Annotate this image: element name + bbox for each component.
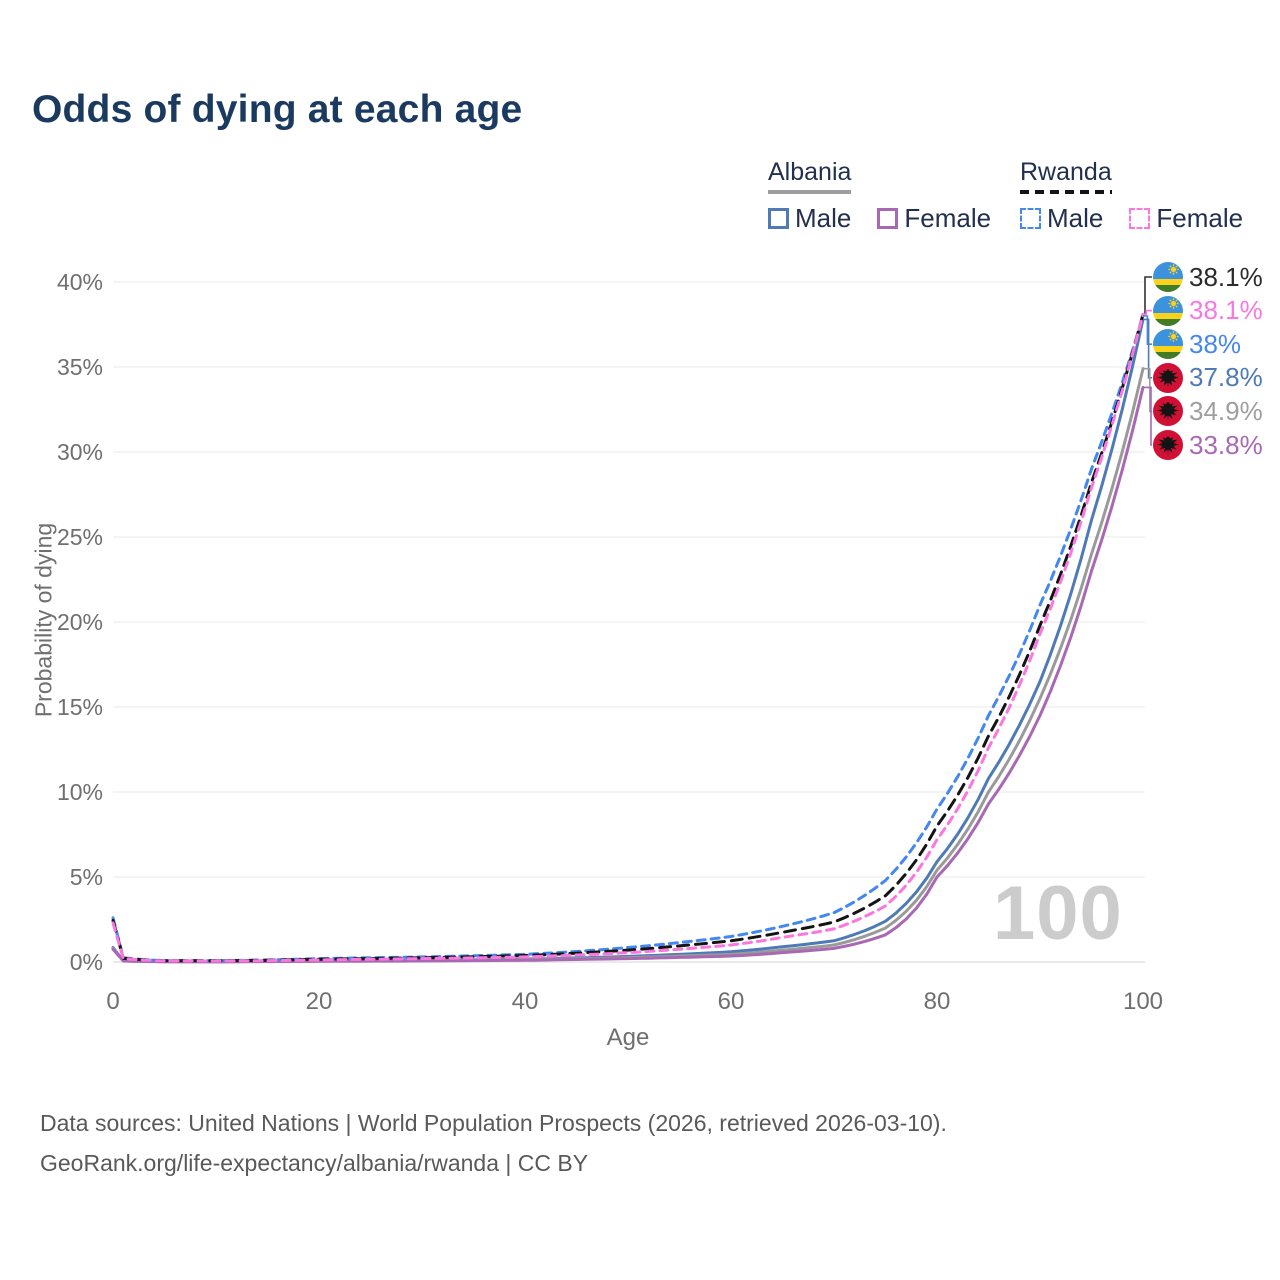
legend-item-albania-female[interactable]: Female [877,203,991,234]
legend-item-label: Male [1047,203,1104,233]
end-label: 38.1% [1153,295,1263,327]
y-tick-label: 10% [56,779,103,805]
end-label-value: 38.1% [1189,261,1263,292]
x-tick-label: 20 [305,988,333,1015]
age-watermark: 100 [993,871,1123,956]
legend-swatch [768,208,789,229]
x-axis-title: Age [606,1024,650,1051]
series-line-albania-female [111,385,1145,964]
footer-sources: Data sources: United Nations | World Pop… [40,1110,947,1136]
series-line-rwanda-male [111,314,1145,963]
legend-item-label: Female [1156,203,1244,233]
legend-country-label: Albania [768,158,852,194]
end-label-value: 38.1% [1189,295,1263,326]
rwanda-flag-icon [1153,262,1183,292]
footer: Data sources: United Nations | World Pop… [40,1104,947,1183]
series-line-albania-male [111,317,1145,964]
y-tick-label: 5% [69,864,103,890]
y-tick-label: 20% [56,609,103,635]
legend-line-style-sample [768,190,852,194]
end-label: 34.9% [1153,395,1263,427]
y-tick-label: 25% [56,524,103,550]
legend-swatch [877,208,899,229]
legend-item-label: Male [795,203,852,233]
albania-flag-icon [1153,362,1183,393]
legend-item-albania-male[interactable]: Male [768,203,851,234]
series-line-rwanda-female [111,312,1145,963]
rwanda-flag-icon [1153,329,1183,360]
rwanda-flag-icon [1153,295,1183,326]
legend-item-label: Female [904,203,992,233]
end-label-connector [1143,386,1152,446]
albania-flag-icon [1153,396,1183,427]
legend-group-albania: Albania Male Female [768,158,991,234]
y-tick-label: 40% [56,269,103,295]
footer-link: GeoRank.org/life-expectancy/albania/rwan… [40,1149,589,1176]
series-line-rwanda-both-sexes- [111,312,1145,963]
end-label-value: 34.9% [1189,395,1263,426]
page-title: Odds of dying at each age [32,88,523,131]
y-tick-label: 0% [69,949,103,975]
end-label-value: 37.8% [1189,362,1263,393]
legend-country-label: Rwanda [1020,158,1112,194]
x-tick-label: 0 [106,988,120,1015]
end-label-value: 33.8% [1189,429,1263,460]
x-tick-label: 100 [1122,988,1164,1015]
legend-item-rwanda-female[interactable]: Female [1129,203,1243,234]
albania-flag-icon [1153,430,1183,460]
end-label-value: 38% [1189,328,1242,359]
y-tick-label: 35% [56,354,103,380]
y-axis-title: Probability of dying [30,522,57,718]
y-tick-label: 30% [56,439,103,465]
x-tick-label: 80 [923,988,951,1015]
legend-swatch [1129,208,1151,229]
legend-line-style-sample [1020,190,1112,194]
end-label: 38.1% [1153,261,1263,293]
end-label: 33.8% [1153,429,1263,461]
end-label: 38% [1153,328,1241,360]
x-tick-label: 40 [511,988,539,1015]
end-label-connector [1143,309,1152,316]
legend-item-rwanda-male[interactable]: Male [1020,203,1103,234]
end-label: 37.8% [1153,362,1263,394]
end-label-connector [1143,276,1152,316]
y-tick-label: 15% [56,694,103,720]
end-label-connector [1143,315,1152,345]
legend-group-rwanda: Rwanda Male Female [1020,158,1243,234]
legend-swatch [1020,208,1041,229]
series-line-albania-both-sexes- [111,367,1145,964]
x-tick-label: 60 [717,988,745,1015]
